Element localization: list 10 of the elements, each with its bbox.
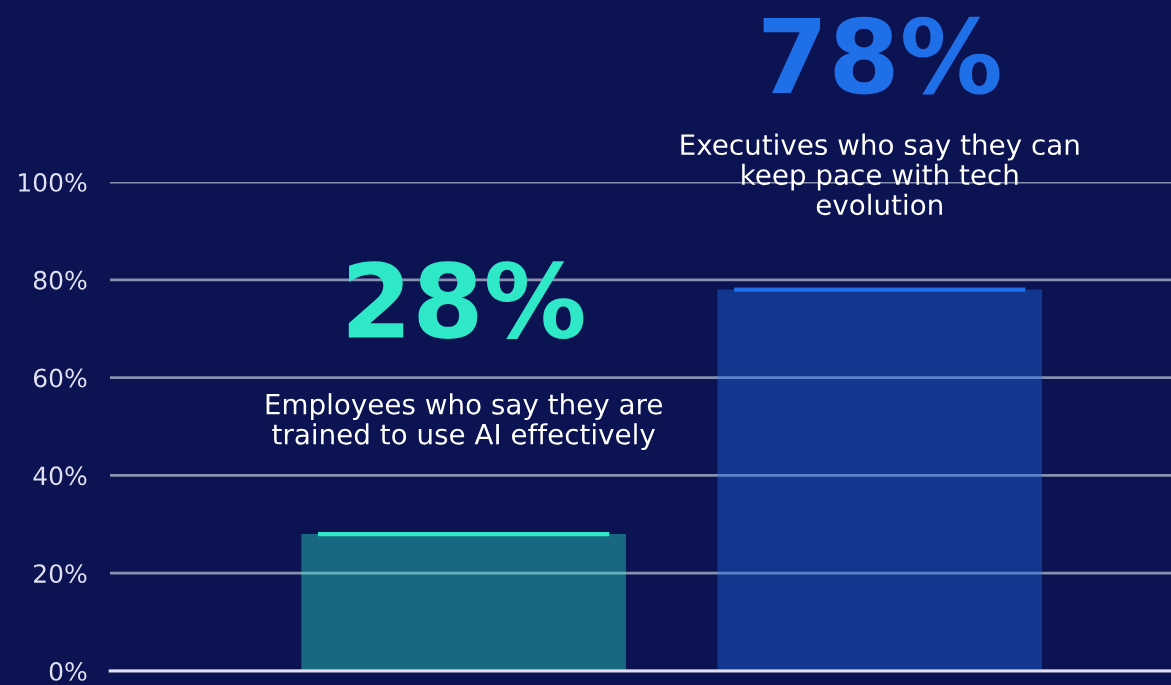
y-tick-label: 20% [34, 564, 87, 584]
data-label: 28% [348, 261, 584, 339]
x-tick-label: Executives who say they can keep pace with tech evolution [681, 133, 1079, 216]
y-tick-label: 80% [33, 270, 87, 290]
y-tick-label: 40% [33, 466, 87, 486]
data-label: 78% [763, 16, 1000, 95]
y-tick-label: 0% [49, 661, 87, 681]
y-tick-label: 100% [19, 172, 87, 192]
y-tick-label: 60% [33, 368, 87, 388]
x-tick-label: Employees who say they are trained to use AI effectively [266, 393, 662, 451]
